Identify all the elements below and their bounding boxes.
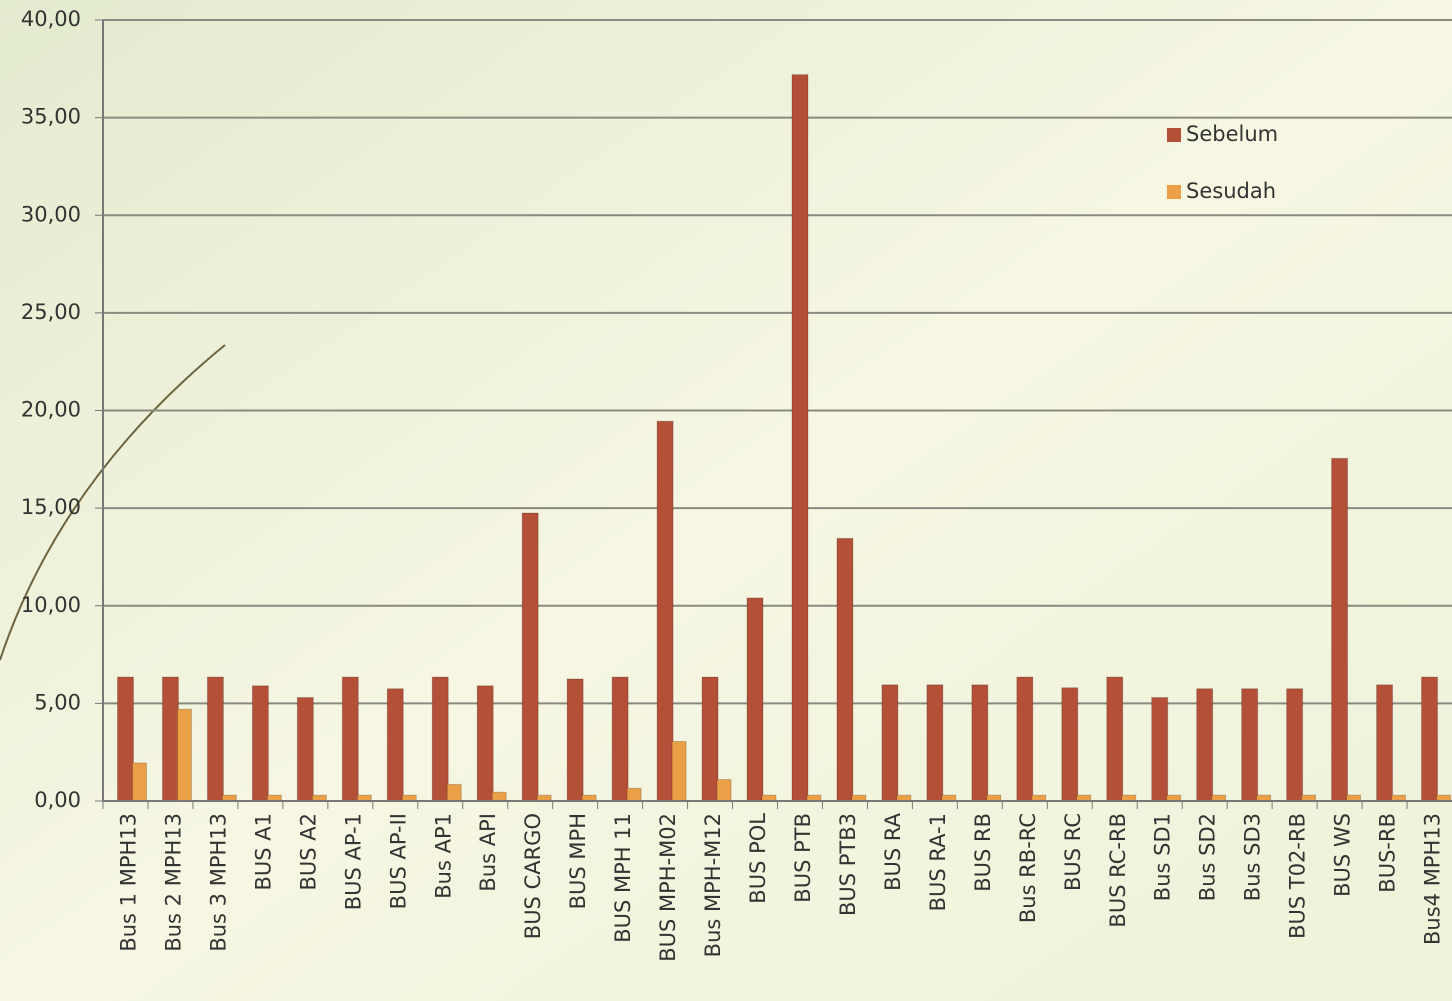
bar bbox=[1287, 689, 1303, 801]
bar bbox=[477, 686, 493, 801]
bar bbox=[717, 780, 731, 801]
bar bbox=[882, 685, 898, 801]
x-tick-label: BUS AP-II bbox=[386, 813, 410, 909]
bar bbox=[612, 677, 628, 801]
x-tick-label: BUS AP-1 bbox=[341, 813, 365, 910]
bar bbox=[387, 689, 403, 801]
bar bbox=[1197, 689, 1213, 801]
bar bbox=[1017, 677, 1033, 801]
x-tick-label: BUS MPH 11 bbox=[611, 813, 635, 943]
bar bbox=[657, 421, 673, 801]
bar bbox=[672, 741, 686, 801]
bar bbox=[747, 598, 763, 801]
x-tick-label: BUS WS bbox=[1331, 813, 1355, 897]
bar bbox=[627, 788, 641, 801]
x-tick-label: Bus SD2 bbox=[1196, 813, 1220, 901]
legend-label: Sebelum bbox=[1186, 122, 1278, 146]
x-tick-label: Bus MPH-M12 bbox=[701, 813, 725, 957]
bar bbox=[567, 679, 583, 801]
y-tick-label: 0,00 bbox=[34, 788, 81, 812]
x-tick-label: BUS POL bbox=[746, 813, 770, 904]
bar bbox=[1107, 677, 1123, 801]
x-tick-label: Bus 3 MPH13 bbox=[206, 813, 230, 952]
legend-swatch bbox=[1167, 128, 1181, 142]
x-tick-label: Bus SD1 bbox=[1151, 813, 1175, 901]
bar bbox=[1152, 698, 1168, 801]
x-tick-label: BUS CARGO bbox=[521, 813, 545, 939]
bar bbox=[297, 698, 313, 801]
bar bbox=[117, 677, 133, 801]
bar bbox=[837, 538, 853, 801]
y-tick-label: 5,00 bbox=[34, 690, 81, 714]
bar bbox=[1422, 677, 1438, 801]
bar bbox=[342, 677, 358, 801]
x-tick-label: BUS T02-RB bbox=[1286, 813, 1310, 939]
bar bbox=[1242, 689, 1258, 801]
y-tick-label: 15,00 bbox=[21, 495, 81, 519]
y-tick-label: 10,00 bbox=[21, 593, 81, 617]
x-tick-label: BUS RB bbox=[971, 813, 995, 892]
y-tick-label: 25,00 bbox=[21, 300, 81, 324]
bar bbox=[132, 763, 146, 801]
bar bbox=[177, 709, 191, 801]
legend-swatch bbox=[1167, 185, 1181, 199]
x-tick-label: Bus4 MPH13 bbox=[1421, 813, 1445, 945]
bar bbox=[492, 792, 506, 801]
x-tick-label: Bus SD3 bbox=[1241, 813, 1265, 901]
x-tick-label: BUS PTB3 bbox=[836, 813, 860, 916]
x-tick-label: BUS RC-RB bbox=[1106, 813, 1130, 928]
bar bbox=[1332, 458, 1348, 801]
x-tick-label: BUS RA-1 bbox=[926, 813, 950, 911]
bar bbox=[207, 677, 223, 801]
y-tick-label: 35,00 bbox=[21, 105, 81, 129]
y-tick-label: 40,00 bbox=[21, 7, 81, 31]
x-tick-label: BUS A1 bbox=[251, 813, 275, 891]
x-tick-label: BUS RA bbox=[881, 812, 905, 891]
x-tick-label: BUS-RB bbox=[1376, 813, 1400, 893]
x-tick-label: BUS RC bbox=[1061, 813, 1085, 891]
x-tick-label: Bus AP1 bbox=[431, 813, 455, 899]
x-tick-label: Bus API bbox=[476, 813, 500, 892]
x-tick-label: Bus 1 MPH13 bbox=[116, 813, 140, 952]
y-tick-label: 30,00 bbox=[21, 202, 81, 226]
x-tick-label: BUS MPH bbox=[566, 813, 590, 909]
bar bbox=[522, 513, 538, 801]
bar bbox=[702, 677, 718, 801]
bar bbox=[252, 686, 268, 801]
chart: 0,00 5,00 10,00 15,00 20,00 25,00 30,00 35,00 40… bbox=[0, 0, 1452, 1001]
bar bbox=[1062, 688, 1078, 801]
bar bbox=[927, 685, 943, 801]
y-tick-label: 20,00 bbox=[21, 398, 81, 422]
bar bbox=[432, 677, 448, 801]
x-tick-label: BUS A2 bbox=[296, 813, 320, 891]
x-tick-label: Bus 2 MPH13 bbox=[161, 813, 185, 952]
bar bbox=[162, 677, 178, 801]
legend-label: Sesudah bbox=[1186, 179, 1276, 203]
bar bbox=[972, 685, 988, 801]
bar bbox=[1377, 685, 1393, 801]
bar bbox=[447, 784, 461, 801]
x-tick-label: Bus RB-RC bbox=[1016, 813, 1040, 923]
x-tick-label: BUS PTB bbox=[791, 813, 815, 903]
bar bbox=[792, 75, 808, 801]
x-tick-label: BUS MPH-M02 bbox=[656, 813, 680, 962]
